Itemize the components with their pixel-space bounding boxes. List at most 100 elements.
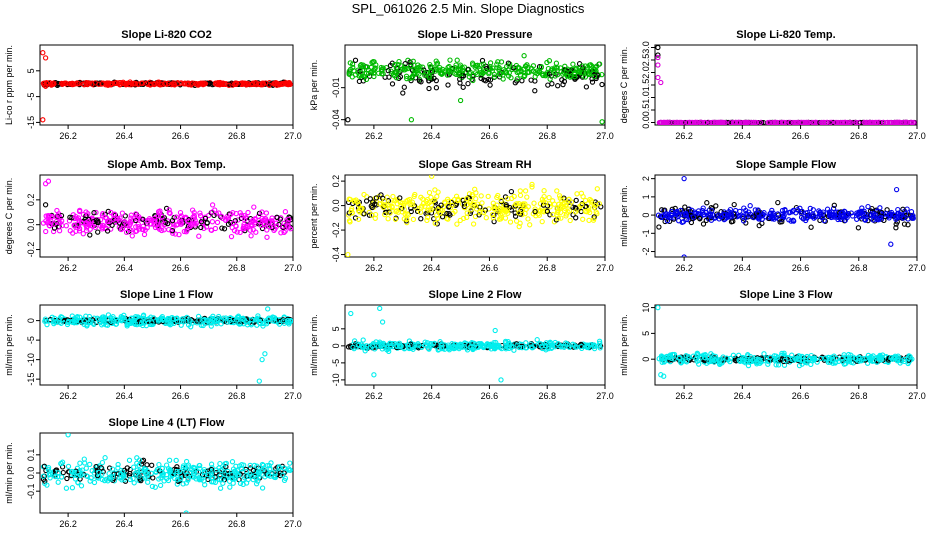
data-point xyxy=(496,65,502,71)
data-point xyxy=(206,472,212,478)
data-point xyxy=(470,221,477,227)
data-point xyxy=(347,196,353,203)
data-point xyxy=(573,197,579,204)
data-point xyxy=(372,66,378,72)
data-point xyxy=(140,313,147,319)
data-point xyxy=(782,207,788,214)
x-tick-label: 26.6 xyxy=(172,391,190,401)
data-point xyxy=(870,210,876,217)
y-axis-label: ml/min per min. xyxy=(309,314,319,376)
data-point xyxy=(231,81,237,88)
x-tick-label: 26.4 xyxy=(423,131,441,141)
data-point xyxy=(263,210,270,216)
data-point xyxy=(834,119,840,125)
data-point xyxy=(128,215,134,221)
x-tick-label: 26.2 xyxy=(365,131,383,141)
x-tick-label: 26.8 xyxy=(228,391,246,401)
data-point xyxy=(588,197,594,204)
outlier-point xyxy=(345,117,351,123)
data-points xyxy=(345,305,604,383)
data-point xyxy=(116,217,122,223)
data-point xyxy=(708,351,714,357)
data-point xyxy=(372,346,378,352)
data-point xyxy=(506,73,512,79)
data-point xyxy=(554,188,560,194)
outlier-point xyxy=(429,175,435,179)
y-tick-label: 3.0 xyxy=(641,41,651,54)
y-axis-label: kPa per min. xyxy=(309,60,319,111)
data-point xyxy=(487,342,493,349)
data-point xyxy=(779,207,786,214)
data-point xyxy=(464,210,470,216)
data-point xyxy=(709,212,716,218)
data-point xyxy=(257,320,263,327)
data-point xyxy=(511,193,517,200)
data-point xyxy=(819,214,825,221)
data-point xyxy=(198,219,205,225)
y-tick-label: 0.0 xyxy=(331,199,341,212)
data-point xyxy=(99,322,105,328)
data-point xyxy=(86,313,93,320)
data-point xyxy=(222,471,228,478)
data-point xyxy=(382,203,388,209)
data-point xyxy=(433,85,440,91)
plot-frame xyxy=(39,304,294,386)
data-point xyxy=(156,223,162,230)
data-point xyxy=(388,68,394,74)
data-point xyxy=(170,220,176,226)
data-point xyxy=(800,119,806,125)
data-point xyxy=(418,216,424,222)
data-point xyxy=(490,65,496,71)
data-points xyxy=(345,53,605,125)
data-point xyxy=(753,358,760,364)
data-point xyxy=(190,214,196,220)
data-point xyxy=(591,342,597,348)
data-point xyxy=(187,319,193,325)
plot-frame xyxy=(344,174,606,258)
data-point xyxy=(599,81,605,88)
data-point xyxy=(98,465,104,471)
x-tick-label: 26.2 xyxy=(675,131,693,141)
data-point xyxy=(416,78,423,84)
data-point xyxy=(478,193,484,199)
data-point xyxy=(47,471,54,477)
data-point xyxy=(901,358,908,365)
data-point xyxy=(121,80,127,87)
data-point xyxy=(287,226,293,232)
data-point xyxy=(63,485,70,491)
data-points xyxy=(42,306,293,384)
data-point xyxy=(393,208,399,215)
data-point xyxy=(578,343,585,350)
data-point xyxy=(264,227,270,233)
data-point xyxy=(532,208,538,215)
data-point xyxy=(184,472,190,478)
data-point xyxy=(250,476,256,483)
data-point xyxy=(131,480,137,486)
data-point xyxy=(253,475,260,482)
data-point xyxy=(753,119,759,125)
data-point xyxy=(403,65,409,72)
data-point xyxy=(467,71,473,77)
data-point xyxy=(69,485,76,491)
data-point xyxy=(250,467,257,474)
data-point xyxy=(90,320,96,326)
data-point xyxy=(727,119,734,125)
y-tick-label: 0.0 xyxy=(641,116,651,129)
data-point xyxy=(208,461,215,467)
data-point xyxy=(277,472,283,479)
data-point xyxy=(161,478,167,484)
x-tick-label: 26.6 xyxy=(172,519,190,529)
data-point xyxy=(432,187,438,193)
data-point xyxy=(51,81,57,87)
data-point xyxy=(271,474,278,480)
data-point xyxy=(74,314,81,320)
data-point xyxy=(433,77,439,84)
data-point xyxy=(588,342,595,348)
data-point xyxy=(133,313,139,320)
data-point xyxy=(220,315,227,321)
data-point xyxy=(486,69,492,75)
data-point xyxy=(138,461,145,467)
y-tick-label: -0.1 xyxy=(26,483,36,499)
data-point xyxy=(52,473,59,480)
data-point xyxy=(135,221,141,227)
